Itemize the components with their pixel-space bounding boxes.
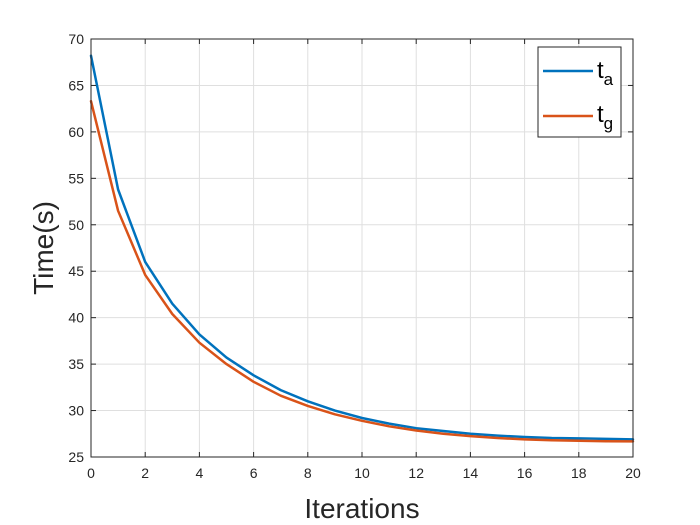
x-tick-label: 4 [196,465,204,481]
series-lines [89,54,635,443]
x-tick-label: 16 [517,465,533,481]
y-tick-label: 40 [68,310,84,326]
legend-label-tg-sub: g [604,114,613,133]
x-tick-label: 20 [625,465,641,481]
y-tick-label: 45 [68,263,84,279]
x-tick-label: 6 [250,465,258,481]
y-axis-label: Time(s) [28,201,59,295]
legend-label-tg: tg [597,101,613,133]
y-tick-label: 35 [68,356,84,372]
y-tick-label: 25 [68,449,84,465]
legend-label-tg-main: t [597,101,604,128]
series-line-ta [89,54,635,441]
y-tick-label: 60 [68,124,84,140]
legend-label-ta-sub: a [604,70,614,89]
x-tick-labels: 0 2 4 6 8 10 12 14 16 18 20 [87,465,641,481]
x-tick-label: 18 [571,465,587,481]
x-tick-label: 10 [354,465,370,481]
x-tick-label: 12 [408,465,424,481]
y-tick-label: 30 [68,403,84,419]
axis-ticks [90,38,634,458]
x-tick-label: 8 [304,465,312,481]
y-tick-label: 65 [68,77,84,93]
legend-label-ta-main: t [597,57,604,84]
series-line-tg [89,99,635,443]
legend-box [537,46,622,138]
legend: ta tg [537,46,622,138]
x-tick-label: 0 [87,465,95,481]
legend-label-ta: ta [597,57,614,89]
x-tick-label: 2 [141,465,149,481]
y-tick-label: 55 [68,170,84,186]
x-axis-label: Iterations [304,493,419,524]
y-tick-label: 50 [68,217,84,233]
x-tick-label: 14 [463,465,479,481]
y-tick-labels: 25 30 35 40 45 50 55 60 65 70 [68,31,84,465]
y-tick-label: 70 [68,31,84,47]
